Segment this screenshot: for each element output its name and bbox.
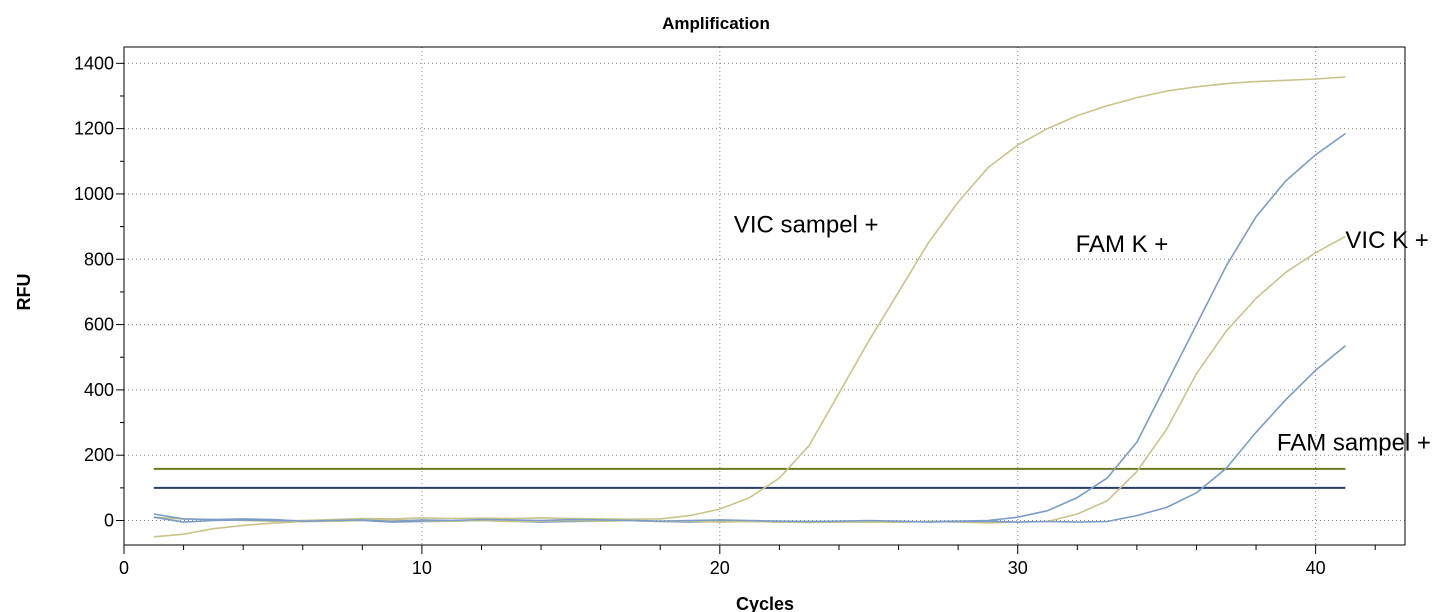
x-tick-label: 0: [119, 558, 129, 578]
y-tick-label: 0: [104, 511, 114, 531]
y-tick-label: 1400: [74, 53, 114, 73]
series-annotations: VIC sampel + FAM K + VIC K + FAM sampel +: [734, 211, 1431, 456]
series-annotation: FAM sampel +: [1277, 429, 1431, 456]
threshold-lines: [153, 467, 1346, 489]
y-tick-label: 1200: [74, 119, 114, 139]
series-lines: [153, 76, 1346, 538]
x-tick-label: 40: [1306, 558, 1326, 578]
y-tick-label: 600: [84, 315, 114, 335]
series-annotation: VIC sampel +: [734, 211, 879, 238]
x-tick-label: 30: [1008, 558, 1028, 578]
x-axis-label: Cycles: [736, 594, 794, 612]
y-axis-label: RFU: [14, 274, 34, 311]
series-annotation: FAM K +: [1076, 231, 1169, 258]
chart-title: Amplification: [662, 14, 770, 33]
y-tick-label: 800: [84, 249, 114, 269]
y-tick-label: 1000: [74, 184, 114, 204]
plot-frame: [123, 46, 1406, 546]
y-tick-label: 200: [84, 445, 114, 465]
series-line: [153, 76, 1346, 523]
x-tick-label: 20: [710, 558, 730, 578]
series-line: [153, 345, 1346, 523]
y-tick-label: 400: [84, 380, 114, 400]
grid: [124, 47, 1405, 545]
series-line: [153, 235, 1346, 538]
series-annotation: VIC K +: [1345, 227, 1428, 254]
x-tick-label: 10: [412, 558, 432, 578]
series-line: [153, 132, 1346, 523]
